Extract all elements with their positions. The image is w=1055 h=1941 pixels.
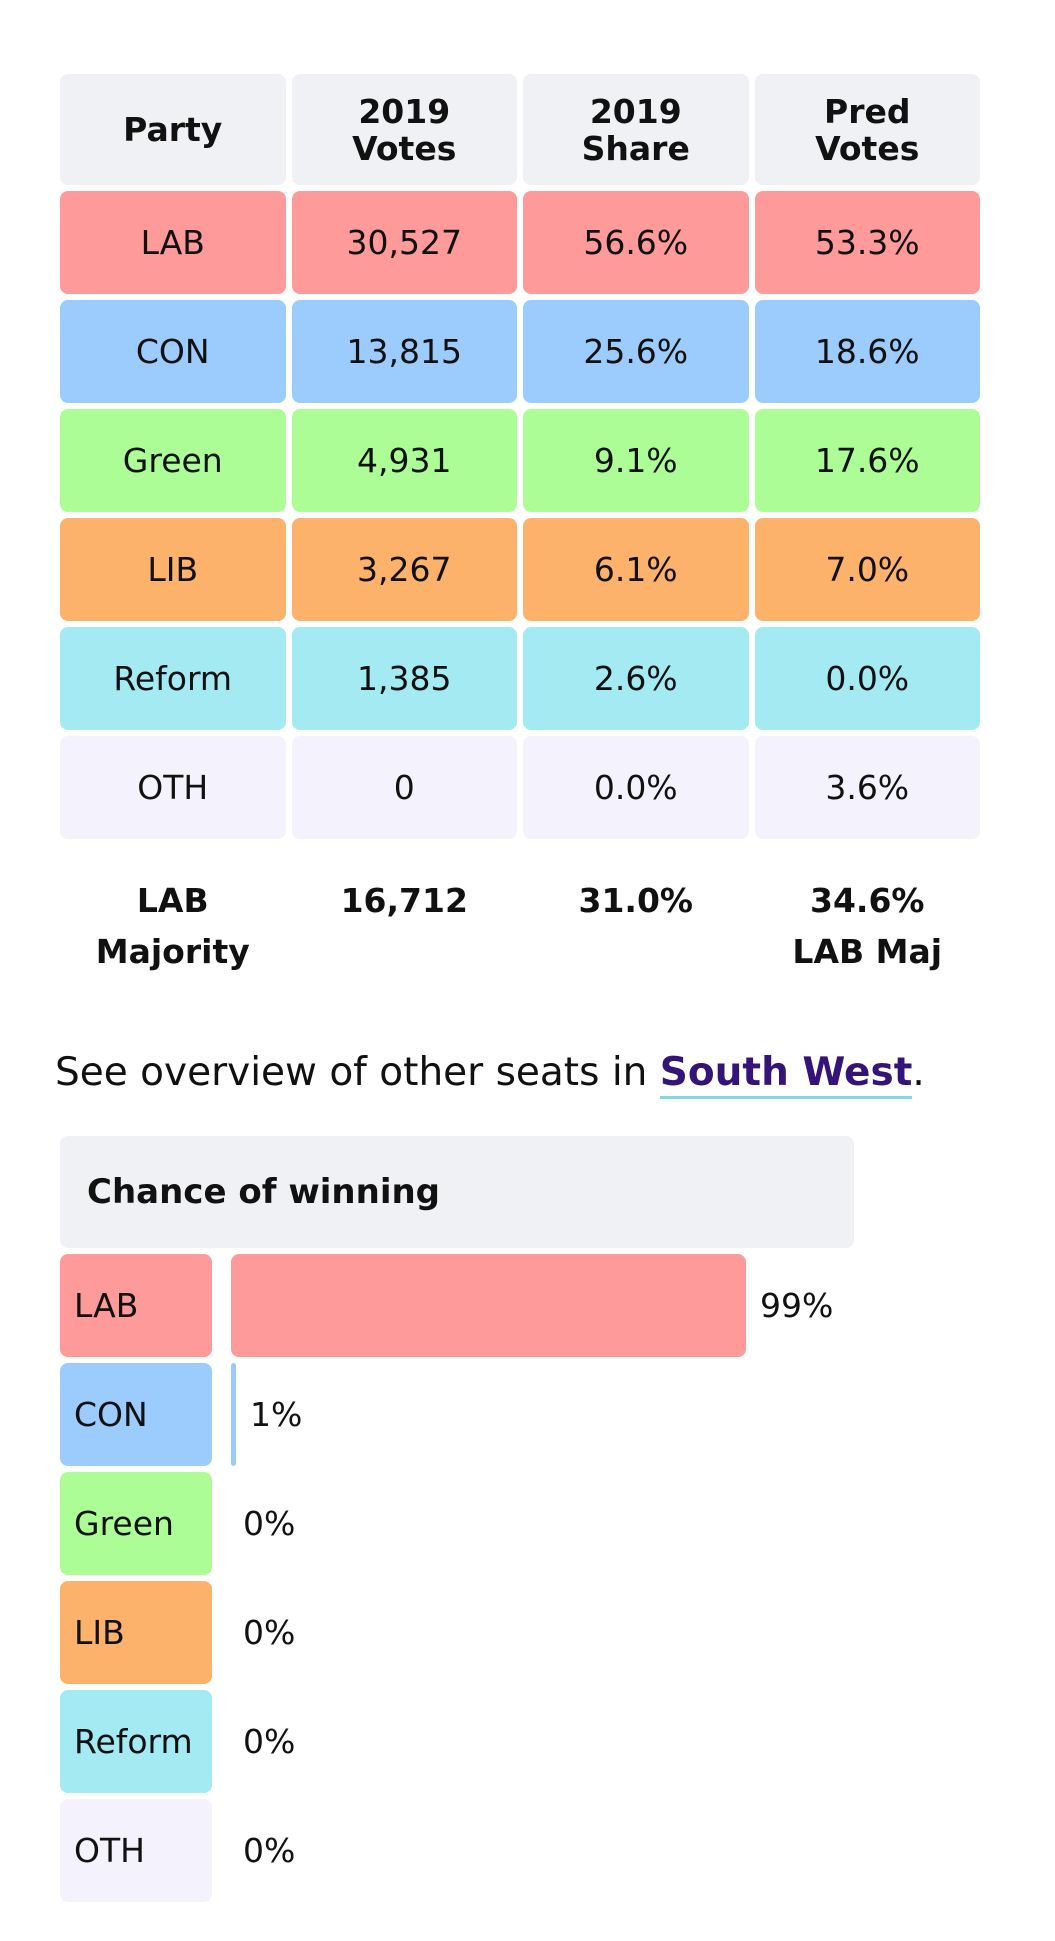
pred-cell: 17.6% [754, 409, 980, 512]
party-cell: OTH [60, 736, 286, 839]
results-section: Party 2019 Votes 2019 Share Pred Votes L… [60, 68, 980, 983]
chance-party-cell: Green [60, 1472, 212, 1575]
chance-row: Reform 0% [60, 1690, 854, 1793]
majority-row: LAB Majority 16,712 31.0% 34.6% LAB Maj [60, 845, 980, 977]
chance-bar [231, 1254, 746, 1357]
chance-party-cell: Reform [60, 1690, 212, 1793]
majority-share: 31.0% [578, 881, 694, 920]
chance-row: LIB 0% [60, 1581, 854, 1684]
votes-cell: 3,267 [291, 518, 517, 621]
table-row: Reform 1,385 2.6% 0.0% [60, 627, 980, 730]
table-row: LAB 30,527 56.6% 53.3% [60, 191, 980, 294]
chance-party-cell: CON [60, 1363, 212, 1466]
chance-row: OTH 0% [60, 1799, 854, 1902]
chance-bar [231, 1363, 236, 1466]
table-row: OTH 0 0.0% 3.6% [60, 736, 980, 839]
pred-cell: 18.6% [754, 300, 980, 403]
table-row: LIB 3,267 6.1% 7.0% [60, 518, 980, 621]
header-2019-votes: 2019 Votes [291, 74, 517, 185]
chance-value: 99% [760, 1286, 834, 1325]
chance-value: 0% [243, 1831, 296, 1870]
votes-cell: 0 [291, 736, 517, 839]
chance-value: 0% [243, 1504, 296, 1543]
chance-row: LAB 99% [60, 1254, 854, 1357]
majority-label: LAB Majority [95, 881, 250, 971]
share-cell: 25.6% [523, 300, 749, 403]
majority-votes: 16,712 [340, 881, 468, 920]
table-row: Green 4,931 9.1% 17.6% [60, 409, 980, 512]
party-cell: Reform [60, 627, 286, 730]
header-2019-share: 2019 Share [523, 74, 749, 185]
header-party: Party [60, 74, 286, 185]
pred-cell: 3.6% [754, 736, 980, 839]
table-header-row: Party 2019 Votes 2019 Share Pred Votes [60, 74, 980, 185]
pred-cell: 53.3% [754, 191, 980, 294]
majority-pred: 34.6% LAB Maj [792, 881, 943, 971]
chance-row: Green 0% [60, 1472, 854, 1575]
overview-text: See overview of other seats in South Wes… [55, 1050, 925, 1099]
chance-row: CON 1% [60, 1363, 854, 1466]
chance-party-cell: OTH [60, 1799, 212, 1902]
share-cell: 0.0% [523, 736, 749, 839]
votes-cell: 4,931 [291, 409, 517, 512]
chance-value: 0% [243, 1613, 296, 1652]
south-west-link[interactable]: South West [659, 1050, 913, 1099]
party-cell: LIB [60, 518, 286, 621]
chance-title: Chance of winning [87, 1172, 441, 1212]
results-table: Party 2019 Votes 2019 Share Pred Votes L… [54, 68, 986, 983]
votes-cell: 13,815 [291, 300, 517, 403]
share-cell: 6.1% [523, 518, 749, 621]
pred-cell: 7.0% [754, 518, 980, 621]
votes-cell: 30,527 [291, 191, 517, 294]
share-cell: 9.1% [523, 409, 749, 512]
share-cell: 56.6% [523, 191, 749, 294]
share-cell: 2.6% [523, 627, 749, 730]
party-cell: Green [60, 409, 286, 512]
chance-party-cell: LIB [60, 1581, 212, 1684]
chance-party-cell: LAB [60, 1254, 212, 1357]
chance-of-winning-header: Chance of winning [60, 1136, 854, 1248]
party-cell: LAB [60, 191, 286, 294]
pred-cell: 0.0% [754, 627, 980, 730]
chance-chart: LAB 99% CON 1% Green 0% LIB 0% Reform 0%… [60, 1254, 854, 1908]
votes-cell: 1,385 [291, 627, 517, 730]
chance-value: 1% [250, 1395, 303, 1434]
chance-value: 0% [243, 1722, 296, 1761]
header-pred-votes: Pred Votes [754, 74, 980, 185]
party-cell: CON [60, 300, 286, 403]
table-row: CON 13,815 25.6% 18.6% [60, 300, 980, 403]
